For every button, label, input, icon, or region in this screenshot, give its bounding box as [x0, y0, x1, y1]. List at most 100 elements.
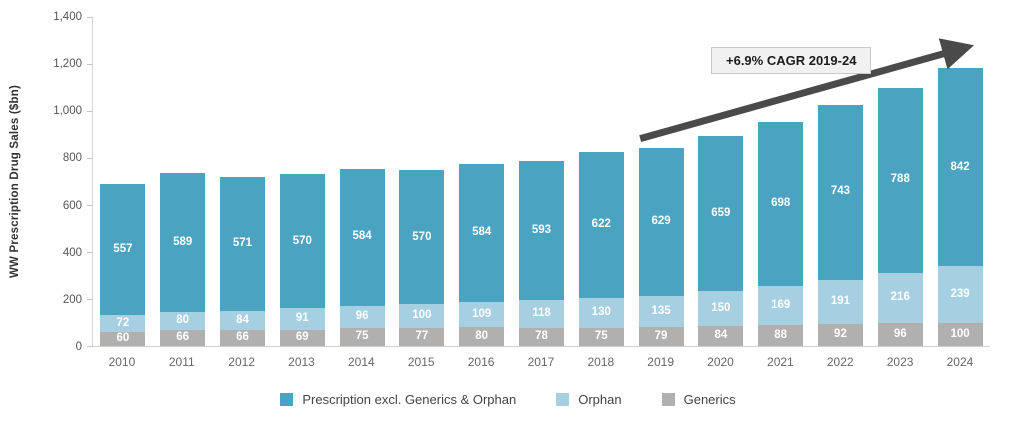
bar-2012: 571 84 66: [219, 176, 265, 346]
legend-swatch: [556, 393, 570, 406]
bar-segment: 79: [638, 327, 684, 346]
bar-segment: 84: [698, 326, 744, 346]
segment-value-label: 570: [292, 234, 312, 247]
segment-value-label: 584: [352, 230, 372, 243]
segment-value-label: 589: [173, 235, 193, 248]
bar-2017: 593 118 78: [518, 160, 564, 346]
segment-value-label: 92: [834, 328, 847, 341]
legend-label: Prescription excl. Generics & Orphan: [302, 392, 517, 407]
x-axis: 2010 2011 2012 2013 2014 2015 2016 2017 2018 2019…: [92, 355, 990, 369]
segment-value-label: 135: [651, 304, 671, 317]
bar-segment: 91: [279, 308, 325, 330]
y-tick-mark: [87, 16, 93, 18]
bar-segment: 100: [937, 322, 983, 347]
y-tick-label: 400: [62, 246, 82, 259]
y-tick-mark: [87, 63, 93, 65]
bar-segment: 78: [518, 327, 564, 346]
bar-segment: 92: [817, 324, 863, 347]
bar-2013: 570 91 69: [279, 174, 325, 347]
bar-2015: 570 100 77: [399, 170, 445, 346]
segment-value-label: 584: [472, 226, 492, 239]
segment-value-label: 80: [475, 329, 489, 342]
bar-segment: 60: [100, 331, 146, 346]
bar-2023: 788 216 96: [877, 87, 923, 347]
bar-segment: 69: [279, 329, 325, 347]
legend-item: Prescription excl. Generics & Orphan: [280, 392, 516, 407]
y-tick-mark: [87, 251, 93, 253]
bar-segment: 191: [817, 279, 863, 325]
legend-swatch: [661, 393, 675, 406]
bar-segment: 135: [638, 295, 684, 328]
bar-segment: 659: [698, 136, 744, 292]
bar-segment: 72: [100, 314, 146, 332]
y-tick-mark: [87, 110, 93, 112]
bar-segment: 150: [698, 291, 744, 327]
bar-2014: 584 96 75: [339, 168, 385, 346]
segment-value-label: 130: [591, 306, 611, 319]
segment-value-label: 84: [714, 329, 728, 342]
bar-segment: 743: [817, 104, 863, 280]
bar-segment: 100: [399, 304, 445, 328]
segment-value-label: 80: [176, 314, 190, 327]
segment-value-label: 78: [535, 330, 548, 343]
x-axis-label: 2017: [527, 355, 555, 369]
segment-value-label: 622: [591, 217, 611, 230]
bar-segment: 584: [459, 164, 505, 302]
x-axis-label: 2023: [886, 355, 914, 369]
bar-segment: 75: [578, 328, 624, 346]
bar-2021: 698 169 88: [758, 121, 804, 347]
x-axis-label: 2016: [467, 355, 495, 369]
bar-2010: 557 72 60: [100, 184, 146, 346]
x-axis-label: 2024: [946, 355, 974, 369]
x-axis-label: 2013: [288, 355, 315, 369]
segment-value-label: 77: [415, 330, 429, 343]
segment-value-label: 75: [355, 330, 369, 343]
bar-segment: 66: [160, 330, 206, 346]
segment-value-label: 593: [531, 223, 552, 236]
segment-value-label: 571: [232, 236, 253, 249]
bar-2016: 584 109 80: [459, 164, 505, 346]
bar-segment: 109: [459, 301, 505, 328]
bar-segment: 622: [578, 151, 624, 298]
segment-value-label: 100: [950, 327, 970, 340]
x-axis-label: 2012: [228, 355, 255, 369]
segment-value-label: 96: [893, 327, 907, 340]
y-tick-mark: [87, 157, 93, 159]
segment-value-label: 118: [532, 307, 551, 320]
segment-value-label: 60: [116, 332, 130, 345]
x-axis-label: 2014: [348, 355, 375, 369]
bars: 557 72 60 589 80 66 571 84 66 570 91 69 584 96 75 570 10…: [93, 17, 990, 347]
x-axis-label: 2020: [707, 355, 734, 369]
bar-2019: 629 135 79: [638, 147, 684, 346]
segment-value-label: 698: [771, 196, 791, 209]
bar-segment: 80: [160, 311, 206, 331]
legend-item: Generics: [661, 392, 736, 407]
x-axis-label: 2018: [587, 355, 615, 369]
legend: Prescription excl. Generics & Orphan Orph…: [0, 392, 1016, 407]
bar-segment: 698: [758, 121, 804, 286]
segment-value-label: 91: [295, 312, 309, 325]
segment-value-label: 84: [236, 313, 249, 326]
bar-2018: 622 130 75: [578, 151, 624, 346]
y-tick-label: 1,000: [53, 105, 82, 118]
y-tick-label: 600: [62, 199, 82, 212]
x-axis-label: 2015: [407, 355, 435, 369]
segment-value-label: 96: [355, 310, 369, 323]
bar-segment: 130: [578, 297, 624, 329]
x-axis-label: 2011: [168, 355, 195, 369]
bar-segment: 239: [937, 266, 983, 323]
cagr-annotation: +6.9% CAGR 2019-24: [711, 47, 872, 74]
bar-segment: 629: [638, 147, 684, 296]
segment-value-label: 66: [236, 331, 249, 344]
bar-2024: 842 239 100: [937, 68, 983, 347]
y-tick-mark: [87, 345, 93, 347]
segment-value-label: 191: [830, 295, 851, 308]
bar-segment: 66: [219, 330, 265, 346]
bar-segment: 570: [279, 174, 325, 309]
segment-value-label: 216: [890, 291, 910, 304]
segment-value-label: 557: [113, 242, 133, 255]
bar-2020: 659 150 84: [698, 136, 744, 346]
y-tick-label: 800: [62, 152, 82, 165]
y-tick-label: 200: [62, 293, 82, 306]
